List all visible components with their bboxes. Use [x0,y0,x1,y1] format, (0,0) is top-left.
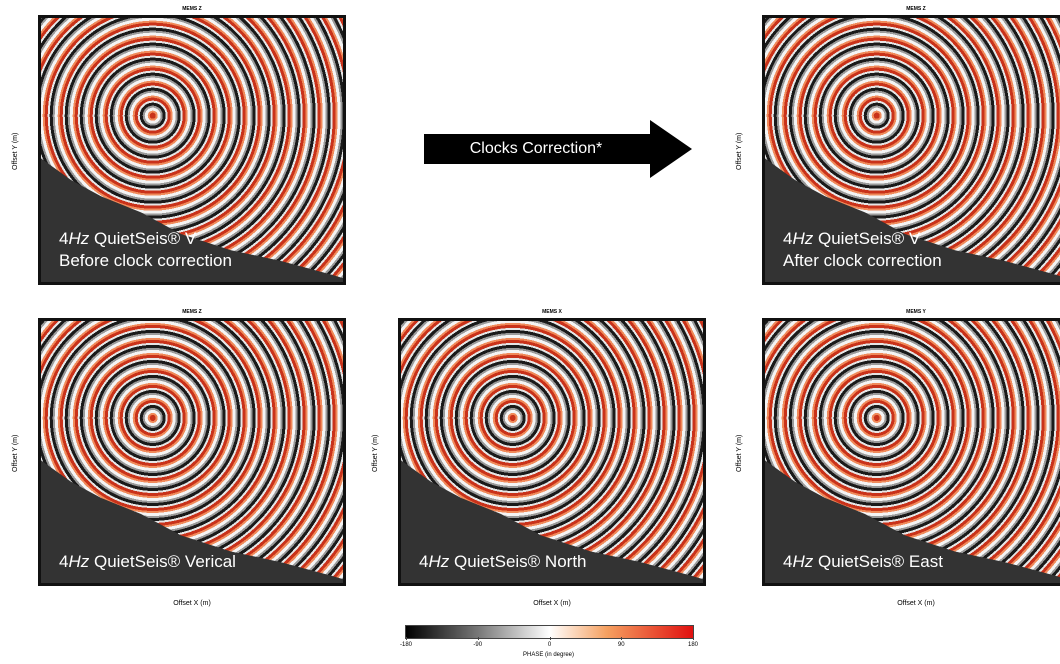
masked-area [41,460,343,583]
caption-lead: 4 [59,552,69,571]
y-axis-label: Offset Y (m) [12,434,19,472]
phase-map: 4Hz QuietSeis® V Before clock correction [38,15,346,285]
caption-unit: Hz [792,229,814,248]
caption: 4Hz QuietSeis® East [783,551,943,573]
caption: 4Hz QuietSeis® Verical [59,551,236,573]
y-axis-label: Offset Y (m) [12,132,19,170]
masked-area [765,158,1060,282]
phase-map: 4Hz QuietSeis® Verical [38,318,346,586]
mask [41,460,343,583]
caption-text: QuietSeis® Verical [89,552,236,571]
colorbar-label: PHASE (in degree) [522,652,575,658]
arrow-shape [424,120,692,178]
panel-title: MEMS Z [182,309,202,315]
arrow: Clocks Correction* [424,120,692,178]
mask [401,460,703,583]
phase-map: 4Hz QuietSeis® North [398,318,706,586]
phase-map: 4Hz QuietSeis® V After clock correction [762,15,1060,285]
masked-area [401,460,703,583]
caption-text: QuietSeis® North [449,552,587,571]
caption: 4Hz QuietSeis® V After clock correction [783,228,942,272]
caption-unit: Hz [428,552,450,571]
caption-lead: 4 [419,552,429,571]
colorbar-tick [406,637,407,640]
y-axis-label: Offset Y (m) [372,434,379,472]
caption-text: QuietSeis® V [813,229,921,248]
colorbar-tick [549,637,551,640]
caption-line2: After clock correction [783,251,942,270]
masked-area [41,158,343,282]
panel-title: MEMS Y [906,309,926,315]
colorbar-tick [693,637,694,640]
panel-title: MEMS Z [906,6,926,12]
x-axis-label: Offset X (m) [173,600,211,607]
caption-text: QuietSeis® East [813,552,943,571]
caption-lead: 4 [783,552,793,571]
phase-map: 4Hz QuietSeis® East [762,318,1060,586]
mask [765,460,1060,583]
colorbar-tick-label: -180 [399,642,413,648]
mask [41,158,343,282]
y-axis-label: Offset Y (m) [736,434,743,472]
x-axis-label: Offset X (m) [533,600,571,607]
colorbar-tick-label: 180 [687,642,699,648]
x-axis-label: Offset X (m) [897,600,935,607]
panel-title: MEMS X [542,309,562,315]
caption-unit: Hz [792,552,814,571]
caption-lead: 4 [59,229,69,248]
arrow-label: Clocks Correction* [470,140,602,157]
colorbar-tick [477,637,479,640]
caption: 4Hz QuietSeis® V Before clock correction [59,228,232,272]
caption-unit: Hz [68,552,90,571]
colorbar-tick [621,637,623,640]
masked-area [765,460,1060,583]
panel-title: MEMS Z [182,6,202,12]
caption-lead: 4 [783,229,793,248]
colorbar-tick-label: 90 [617,642,625,648]
colorbar-tick-label: -90 [473,642,483,648]
caption: 4Hz QuietSeis® North [419,551,587,573]
colorbar-tick-label: 0 [547,642,552,648]
caption-unit: Hz [68,229,90,248]
mask [765,158,1060,282]
y-axis-label: Offset Y (m) [736,132,743,170]
caption-line2: Before clock correction [59,251,232,270]
caption-text: QuietSeis® V [89,229,197,248]
